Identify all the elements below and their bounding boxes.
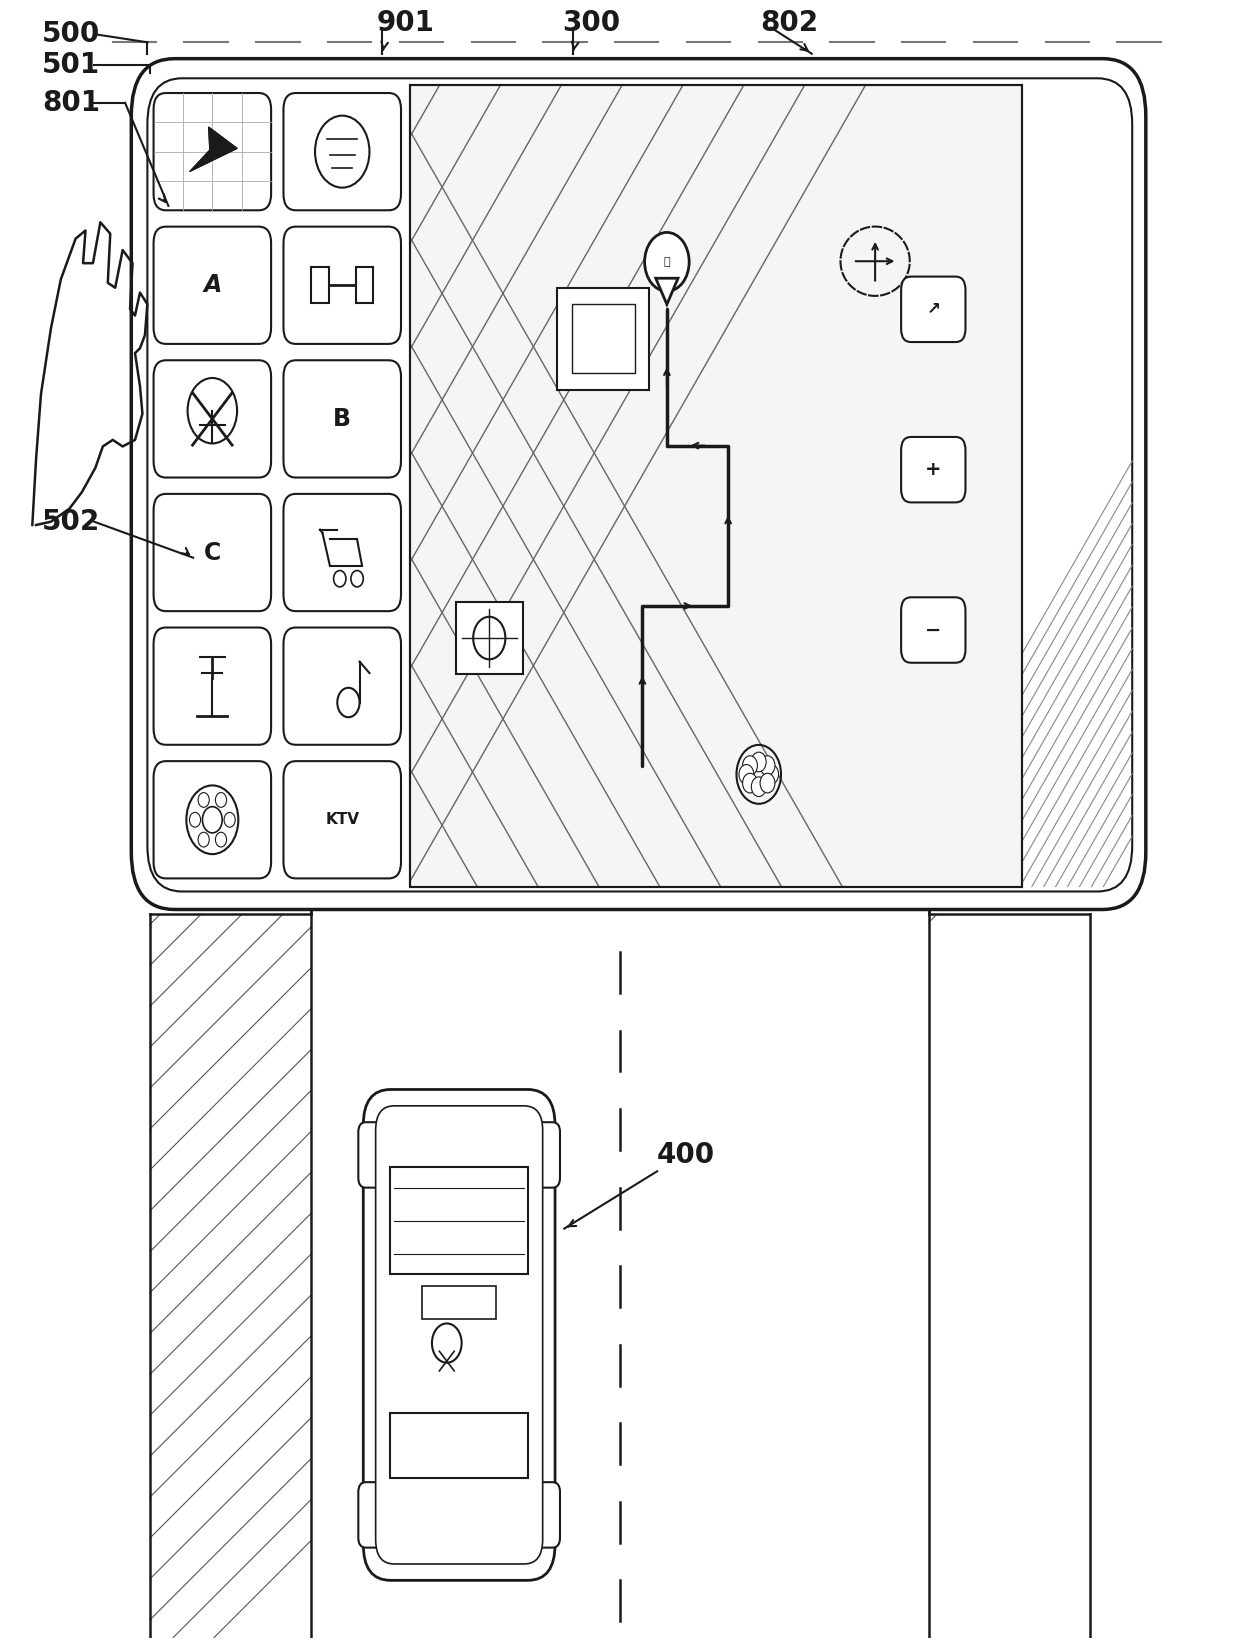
Bar: [456, 602, 523, 674]
FancyBboxPatch shape: [358, 1482, 389, 1547]
Bar: [572, 305, 635, 374]
Circle shape: [760, 774, 775, 793]
Text: KTV: KTV: [325, 813, 360, 828]
FancyBboxPatch shape: [154, 760, 272, 879]
FancyBboxPatch shape: [529, 1123, 560, 1188]
Text: 500: 500: [42, 20, 100, 48]
FancyBboxPatch shape: [154, 493, 272, 611]
Circle shape: [751, 777, 766, 797]
Bar: [409, 85, 1022, 887]
Text: 300: 300: [562, 8, 620, 36]
Text: −: −: [925, 621, 941, 639]
FancyBboxPatch shape: [154, 628, 272, 744]
Bar: [409, 85, 1022, 887]
FancyBboxPatch shape: [284, 226, 401, 344]
Text: 802: 802: [760, 8, 818, 36]
Bar: [391, 1413, 528, 1478]
FancyBboxPatch shape: [901, 438, 966, 503]
Text: 人: 人: [663, 257, 670, 267]
Bar: [557, 288, 650, 390]
FancyBboxPatch shape: [358, 1123, 389, 1188]
Bar: [409, 85, 1022, 887]
FancyBboxPatch shape: [131, 59, 1146, 910]
FancyBboxPatch shape: [154, 93, 272, 210]
Circle shape: [216, 793, 227, 808]
Text: +: +: [925, 461, 941, 479]
Circle shape: [764, 764, 779, 783]
Circle shape: [743, 774, 758, 793]
Text: 901: 901: [376, 8, 434, 36]
FancyBboxPatch shape: [284, 493, 401, 611]
FancyBboxPatch shape: [901, 277, 966, 343]
Bar: [356, 267, 373, 303]
FancyBboxPatch shape: [376, 1106, 543, 1564]
FancyBboxPatch shape: [901, 597, 966, 662]
Circle shape: [198, 793, 210, 808]
Circle shape: [190, 813, 201, 828]
Circle shape: [216, 833, 227, 847]
FancyBboxPatch shape: [284, 628, 401, 744]
FancyBboxPatch shape: [529, 1482, 560, 1547]
Polygon shape: [656, 279, 678, 305]
Bar: [391, 1167, 528, 1274]
FancyBboxPatch shape: [154, 226, 272, 344]
Bar: [422, 1287, 496, 1318]
Text: ↗: ↗: [926, 300, 940, 318]
Text: A: A: [203, 274, 222, 297]
FancyBboxPatch shape: [284, 361, 401, 477]
Circle shape: [739, 764, 754, 783]
FancyBboxPatch shape: [284, 760, 401, 879]
FancyBboxPatch shape: [154, 361, 272, 477]
Polygon shape: [190, 128, 237, 172]
Circle shape: [198, 833, 210, 847]
Bar: [409, 85, 1022, 887]
Text: 502: 502: [42, 508, 100, 536]
Circle shape: [751, 752, 766, 772]
Circle shape: [743, 756, 758, 775]
Circle shape: [645, 233, 689, 292]
Text: 400: 400: [657, 1141, 715, 1169]
FancyBboxPatch shape: [284, 93, 401, 210]
Text: 801: 801: [42, 89, 100, 116]
FancyBboxPatch shape: [363, 1090, 556, 1580]
Text: B: B: [334, 406, 351, 431]
Circle shape: [760, 756, 775, 775]
Text: C: C: [203, 541, 221, 564]
Text: 501: 501: [42, 51, 100, 79]
Circle shape: [224, 813, 236, 828]
FancyBboxPatch shape: [148, 79, 1132, 892]
Bar: [311, 267, 329, 303]
